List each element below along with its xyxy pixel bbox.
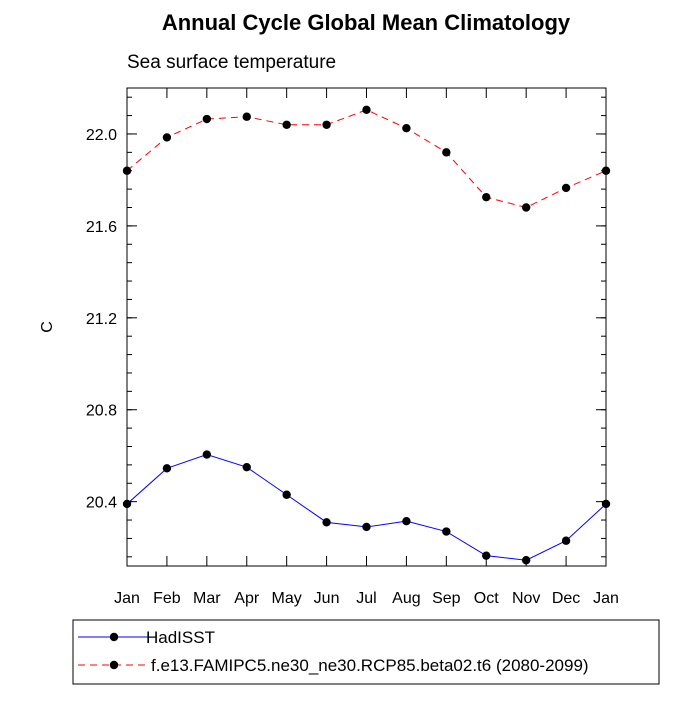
x-tick-label-7: Aug	[392, 590, 420, 607]
legend-box	[72, 619, 660, 685]
y-tick-label-2: 21.2	[86, 311, 117, 328]
axis-ticks: Jan Feb Mar Apr May Jun Jul Aug Sep Oct Nov Dec Jan 2…	[86, 88, 619, 607]
series-0-point-7	[402, 516, 411, 526]
chart-subtitle: Sea surface temperature	[127, 52, 336, 73]
y-tick-label-4: 22.0	[86, 127, 117, 144]
x-tick-label-9: Oct	[474, 590, 499, 607]
series-0-point-5	[322, 518, 331, 527]
series-0-point-8	[442, 527, 451, 536]
y-tick-label-3: 21.6	[86, 219, 117, 236]
plot-frame	[126, 87, 607, 567]
series-0-point-11	[561, 536, 571, 545]
y-axis-label: C	[39, 321, 56, 333]
series-1-point-3	[242, 112, 251, 121]
x-tick-label-1: Feb	[153, 590, 181, 607]
series-0-point-4	[282, 490, 291, 499]
x-tick-label-3: Apr	[234, 590, 260, 607]
y-tick-label-0: 20.4	[86, 495, 117, 512]
series-1-point-1	[162, 133, 172, 142]
series-1-point-8	[442, 148, 451, 157]
x-tick-label-4: May	[272, 590, 302, 607]
series-0-point-2	[202, 450, 212, 459]
series-1-point-2	[202, 114, 212, 124]
series-1-point-4	[282, 120, 291, 129]
series-0-point-1	[162, 464, 172, 473]
x-tick-label-12: Jan	[593, 590, 619, 607]
series-1-point-5	[322, 120, 331, 129]
series-lines	[122, 105, 611, 565]
x-tick-label-2: Mar	[193, 590, 221, 607]
x-tick-label-11: Dec	[552, 590, 580, 607]
x-tick-label-8: Sep	[432, 590, 461, 607]
x-tick-label-10: Nov	[512, 590, 540, 607]
series-0-point-3	[242, 462, 251, 472]
series-1-point-11	[561, 183, 571, 193]
legend-label-1: f.e13.FAMIPC5.ne30_ne30.RCP85.beta02.t6 …	[151, 656, 589, 675]
series-0-point-9	[482, 551, 491, 560]
series-0-point-10	[521, 556, 531, 565]
legend-label-0: HadISST	[146, 628, 215, 647]
x-tick-label-0: Jan	[114, 590, 140, 607]
legend-marker-0	[109, 632, 119, 642]
legend-marker-1	[109, 660, 119, 670]
x-tick-label-6: Jul	[356, 590, 376, 607]
series-1-point-6	[362, 105, 371, 115]
series-line-0	[126, 454, 607, 561]
x-tick-label-5: Jun	[314, 590, 340, 607]
series-1-point-9	[482, 192, 491, 202]
chart-title: Annual Cycle Global Mean Climatology	[162, 10, 571, 35]
y-tick-label-1: 20.8	[86, 403, 117, 420]
series-0-point-6	[362, 522, 371, 532]
series-line-1	[126, 109, 607, 209]
legend: HadISST f.e13.FAMIPC5.ne30_ne30.RCP85.bet…	[72, 619, 660, 685]
series-1-point-10	[521, 203, 531, 212]
series-1-point-7	[402, 124, 411, 133]
